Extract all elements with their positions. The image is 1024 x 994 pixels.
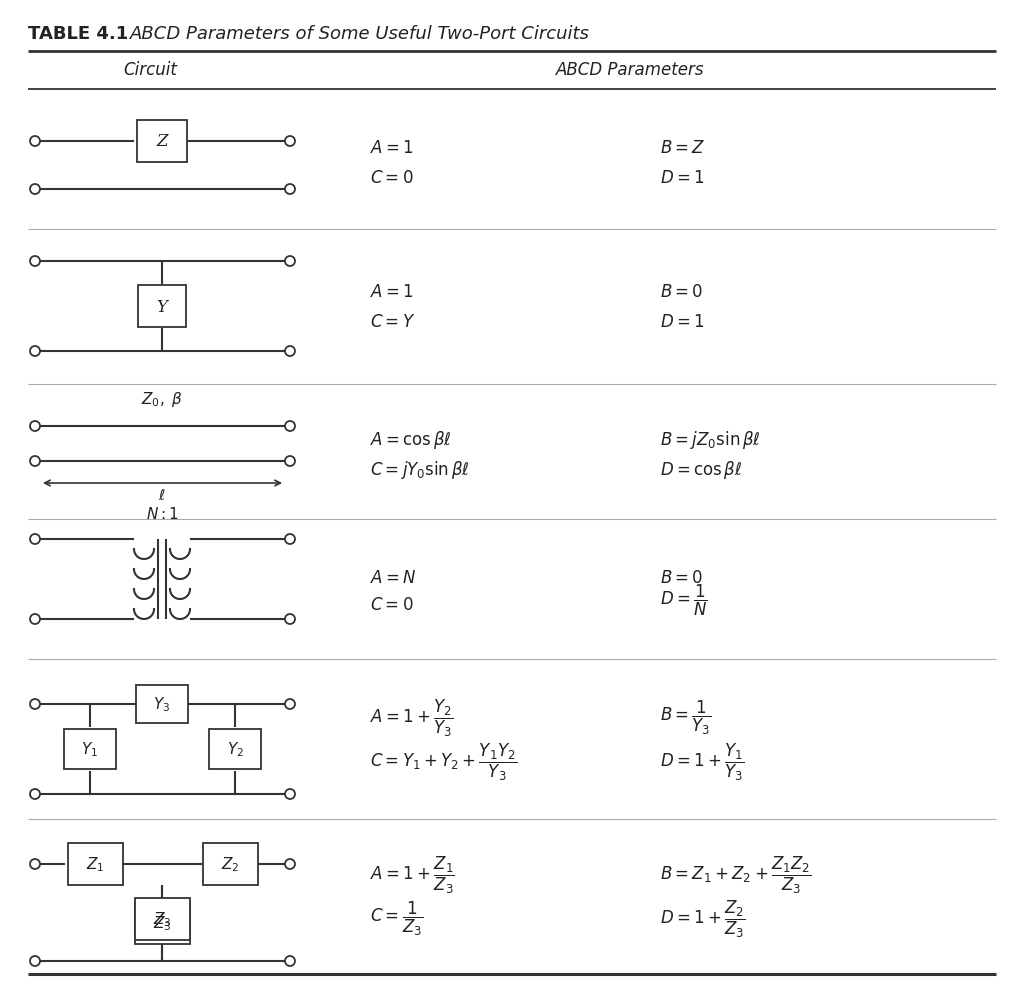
Circle shape [285, 614, 295, 624]
Text: $A = 1$: $A = 1$ [370, 139, 414, 157]
Text: $D = \cos\beta\ell$: $D = \cos\beta\ell$ [660, 458, 742, 480]
Circle shape [30, 859, 40, 869]
Circle shape [285, 256, 295, 266]
Text: $B = Z_1 + Z_2 + \dfrac{Z_1 Z_2}{Z_3}$: $B = Z_1 + Z_2 + \dfrac{Z_1 Z_2}{Z_3}$ [660, 854, 812, 895]
Text: $Z_3$: $Z_3$ [153, 913, 171, 932]
Text: $C = jY_0\sin\beta\ell$: $C = jY_0\sin\beta\ell$ [370, 458, 470, 480]
Text: $A = 1 + \dfrac{Z_1}{Z_3}$: $A = 1 + \dfrac{Z_1}{Z_3}$ [370, 854, 455, 895]
Circle shape [285, 456, 295, 466]
Bar [209, 730, 261, 769]
Bar [134, 899, 189, 940]
Circle shape [285, 859, 295, 869]
Circle shape [30, 347, 40, 357]
Circle shape [30, 535, 40, 545]
Text: $Z_2$: $Z_2$ [221, 855, 240, 874]
Circle shape [285, 789, 295, 799]
Bar [137, 121, 187, 163]
Text: Circuit: Circuit [123, 61, 177, 79]
Circle shape [30, 614, 40, 624]
Circle shape [30, 700, 40, 710]
Text: $N : 1$: $N : 1$ [145, 506, 178, 522]
Text: Y: Y [157, 298, 168, 315]
Text: $D = 1$: $D = 1$ [660, 313, 705, 331]
Text: $A = N$: $A = N$ [370, 569, 417, 586]
Text: Z: Z [157, 133, 168, 150]
Text: $B = 0$: $B = 0$ [660, 282, 703, 301]
Text: $C = Y_1 + Y_2 + \dfrac{Y_1 Y_2}{Y_3}$: $C = Y_1 + Y_2 + \dfrac{Y_1 Y_2}{Y_3}$ [370, 741, 517, 782]
Text: $B = jZ_0\sin\beta\ell$: $B = jZ_0\sin\beta\ell$ [660, 428, 761, 450]
Text: $Z_0,\ \beta$: $Z_0,\ \beta$ [141, 390, 183, 409]
Text: $D = \dfrac{1}{N}$: $D = \dfrac{1}{N}$ [660, 581, 708, 617]
Circle shape [285, 700, 295, 710]
Circle shape [30, 956, 40, 966]
Circle shape [30, 256, 40, 266]
Bar [203, 843, 257, 885]
Text: $D = 1 + \dfrac{Z_2}{Z_3}$: $D = 1 + \dfrac{Z_2}{Z_3}$ [660, 898, 745, 938]
Circle shape [30, 789, 40, 799]
Text: $Y_2$: $Y_2$ [226, 740, 244, 758]
Circle shape [30, 137, 40, 147]
Text: $Z_1$: $Z_1$ [86, 855, 104, 874]
Circle shape [285, 956, 295, 966]
Text: $D = 1 + \dfrac{Y_1}{Y_3}$: $D = 1 + \dfrac{Y_1}{Y_3}$ [660, 741, 744, 782]
Bar [134, 902, 189, 943]
Circle shape [285, 347, 295, 357]
Text: $C = 0$: $C = 0$ [370, 169, 414, 187]
Text: $B = Z$: $B = Z$ [660, 139, 706, 157]
Text: $B = \dfrac{1}{Y_3}$: $B = \dfrac{1}{Y_3}$ [660, 698, 712, 737]
Text: ABCD Parameters of Some Useful Two-Port Circuits: ABCD Parameters of Some Useful Two-Port … [130, 25, 590, 43]
Circle shape [30, 421, 40, 431]
Text: $C = 0$: $C = 0$ [370, 595, 414, 613]
Text: $C = \dfrac{1}{Z_3}$: $C = \dfrac{1}{Z_3}$ [370, 899, 423, 937]
Text: $Y_3$: $Y_3$ [154, 695, 171, 714]
Circle shape [285, 535, 295, 545]
Circle shape [30, 185, 40, 195]
Text: $B = 0$: $B = 0$ [660, 569, 703, 586]
Text: ABCD Parameters: ABCD Parameters [556, 61, 705, 79]
Circle shape [285, 185, 295, 195]
Text: $Y_1$: $Y_1$ [82, 740, 98, 758]
Text: $A = \cos\beta\ell$: $A = \cos\beta\ell$ [370, 428, 452, 450]
Circle shape [30, 456, 40, 466]
Text: TABLE 4.1: TABLE 4.1 [28, 25, 128, 43]
Text: $D = 1$: $D = 1$ [660, 169, 705, 187]
Bar [68, 843, 123, 885]
Bar [65, 730, 116, 769]
Text: $C = Y$: $C = Y$ [370, 313, 416, 331]
Text: $\ell$: $\ell$ [158, 487, 166, 503]
Circle shape [285, 137, 295, 147]
Text: $A = 1 + \dfrac{Y_2}{Y_3}$: $A = 1 + \dfrac{Y_2}{Y_3}$ [370, 697, 454, 738]
Text: $A = 1$: $A = 1$ [370, 282, 414, 301]
Text: $Z_3$: $Z_3$ [153, 910, 171, 928]
Circle shape [285, 421, 295, 431]
Bar [138, 285, 186, 328]
Bar [136, 685, 188, 724]
